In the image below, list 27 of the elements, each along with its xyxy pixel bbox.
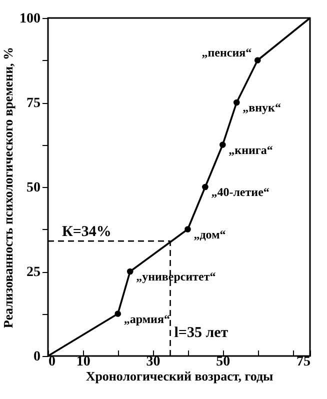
ref-line-label: l=35 лет	[174, 325, 229, 341]
x-tick-label: 50	[216, 354, 230, 370]
x-tick-label: 30	[146, 354, 160, 370]
y-axis-title: Реализованность психологического времени, %	[0, 46, 16, 328]
annotation: „книга“	[228, 142, 273, 157]
point	[114, 310, 122, 317]
x-axis-title: Хронологический возраст, годы	[86, 368, 274, 384]
y-tick-label: 50	[26, 180, 40, 196]
y-tick-label: 100	[20, 12, 40, 26]
x-tick-label: 10	[76, 354, 90, 370]
annotation: „дом“	[194, 227, 226, 242]
point	[184, 226, 191, 232]
annotation: „внук“	[242, 100, 281, 114]
annotation: „армия“	[124, 312, 170, 326]
point	[233, 99, 240, 106]
point	[220, 142, 226, 148]
point	[254, 57, 261, 64]
point	[126, 268, 134, 275]
y-tick-label: 75	[26, 96, 40, 111]
x-tick-label: 0	[48, 354, 56, 370]
point	[202, 184, 208, 190]
x-tick-label: 75	[296, 354, 310, 370]
ref-line-label: К=34%	[62, 224, 112, 240]
annotation: „пенсия“	[202, 45, 252, 60]
annotation: „университет“	[136, 270, 216, 284]
annotation: „40-летие“	[211, 185, 270, 199]
y-tick-label: 25	[26, 265, 40, 280]
